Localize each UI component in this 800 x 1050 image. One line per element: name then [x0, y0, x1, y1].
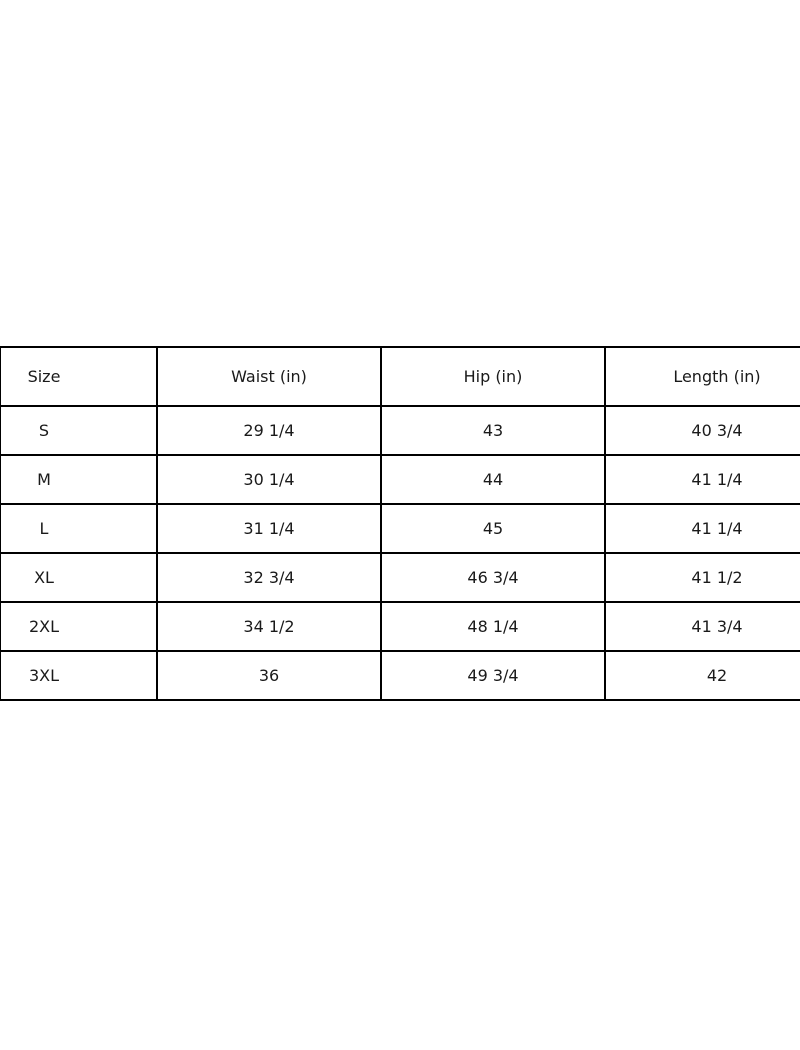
size-label: 3XL [0, 650, 158, 701]
table-row-l: L 31 1/4 45 41 1/4 [0, 503, 800, 554]
column-header-length: Length (in) [604, 346, 800, 407]
length-value: 42 [604, 650, 800, 701]
waist-value: 34 1/2 [156, 601, 382, 652]
column-header-hip: Hip (in) [380, 346, 606, 407]
table-row-m: M 30 1/4 44 41 1/4 [0, 454, 800, 505]
table-row-xl: XL 32 3/4 46 3/4 41 1/2 [0, 552, 800, 603]
length-value: 40 3/4 [604, 405, 800, 456]
column-header-size: Size [0, 346, 158, 407]
hip-value: 49 3/4 [380, 650, 606, 701]
table-row-2xl: 2XL 34 1/2 48 1/4 41 3/4 [0, 601, 800, 652]
size-label: XL [0, 552, 158, 603]
header-row: Size Waist (in) Hip (in) Length (in) [0, 346, 800, 407]
waist-value: 30 1/4 [156, 454, 382, 505]
table-row-s: S 29 1/4 43 40 3/4 [0, 405, 800, 456]
waist-value: 36 [156, 650, 382, 701]
size-label: S [0, 405, 158, 456]
hip-value: 45 [380, 503, 606, 554]
waist-value: 31 1/4 [156, 503, 382, 554]
column-header-waist: Waist (in) [156, 346, 382, 407]
size-label: 2XL [0, 601, 158, 652]
hip-value: 43 [380, 405, 606, 456]
hip-value: 44 [380, 454, 606, 505]
length-value: 41 1/4 [604, 454, 800, 505]
waist-value: 32 3/4 [156, 552, 382, 603]
size-label: L [0, 503, 158, 554]
waist-value: 29 1/4 [156, 405, 382, 456]
length-value: 41 3/4 [604, 601, 800, 652]
length-value: 41 1/4 [604, 503, 800, 554]
size-chart-table: Size Waist (in) Hip (in) Length (in) S 2… [0, 346, 800, 701]
size-label: M [0, 454, 158, 505]
length-value: 41 1/2 [604, 552, 800, 603]
table-row-3xl: 3XL 36 49 3/4 42 [0, 650, 800, 701]
hip-value: 46 3/4 [380, 552, 606, 603]
hip-value: 48 1/4 [380, 601, 606, 652]
